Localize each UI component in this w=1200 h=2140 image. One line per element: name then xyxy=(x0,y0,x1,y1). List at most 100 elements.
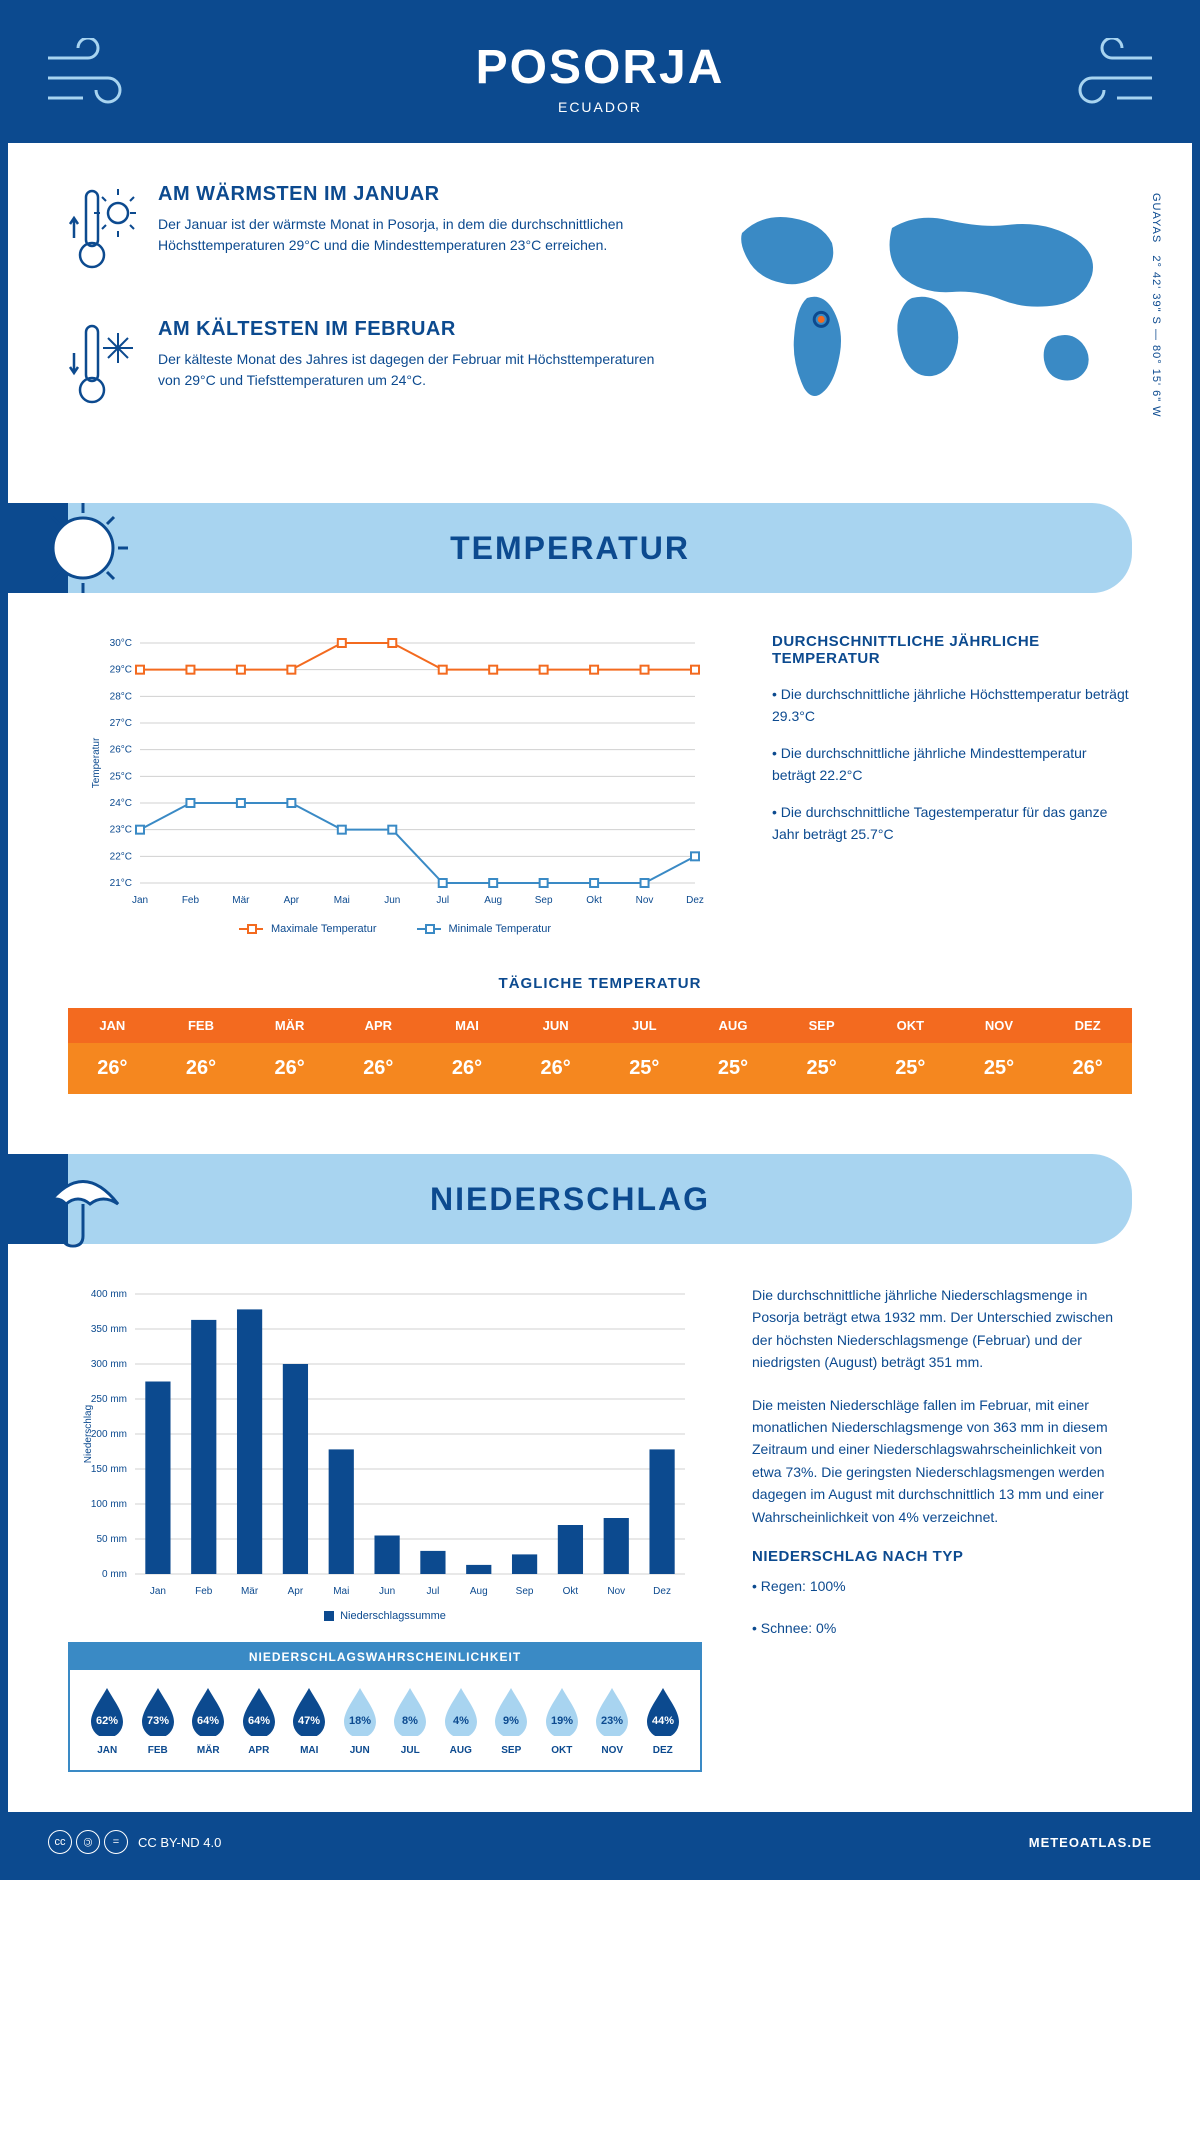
license-info: cc🄯= CC BY-ND 4.0 xyxy=(48,1830,221,1854)
svg-text:30°C: 30°C xyxy=(110,638,132,649)
svg-text:Jul: Jul xyxy=(427,1586,440,1597)
svg-text:Jan: Jan xyxy=(132,895,148,906)
header: POSORJA ECUADOR xyxy=(8,8,1192,143)
daily-month-header: NOV xyxy=(955,1008,1044,1043)
temp-bullet: • Die durchschnittliche jährliche Mindes… xyxy=(772,742,1132,787)
svg-text:Temperatur: Temperatur xyxy=(91,737,102,788)
svg-text:50 mm: 50 mm xyxy=(96,1534,127,1545)
precip-paragraph-2: Die meisten Niederschläge fallen im Febr… xyxy=(752,1394,1132,1528)
temperature-title: TEMPERATUR xyxy=(188,530,1132,567)
legend-item: .swatch[style*='#f36a1f']::after{border-… xyxy=(239,923,377,935)
svg-text:47%: 47% xyxy=(298,1715,320,1727)
wind-icon-right xyxy=(1062,38,1162,118)
svg-text:4%: 4% xyxy=(453,1715,469,1727)
daily-temp-value: 26° xyxy=(68,1043,157,1094)
svg-text:62%: 62% xyxy=(96,1715,118,1727)
svg-text:Apr: Apr xyxy=(288,1586,304,1597)
svg-text:Dez: Dez xyxy=(653,1586,671,1597)
svg-text:Okt: Okt xyxy=(563,1586,579,1597)
svg-text:21°C: 21°C xyxy=(110,878,132,889)
legend-item: .swatch[style*='#3a8ac5']::after{border-… xyxy=(417,923,552,935)
daily-temperature-table: TÄGLICHE TEMPERATUR JANFEBMÄRAPRMAIJUNJU… xyxy=(8,975,1192,1134)
temp-bullet: • Die durchschnittliche Tagestemperatur … xyxy=(772,801,1132,846)
precipitation-title: NIEDERSCHLAG xyxy=(188,1181,1132,1218)
svg-text:Niederschlag: Niederschlag xyxy=(83,1405,94,1463)
svg-text:Jul: Jul xyxy=(436,895,449,906)
svg-text:8%: 8% xyxy=(402,1715,418,1727)
country-label: ECUADOR xyxy=(28,99,1172,115)
svg-text:Dez: Dez xyxy=(686,895,704,906)
probability-drop: 4% AUG xyxy=(438,1684,485,1756)
svg-text:Sep: Sep xyxy=(516,1586,534,1597)
temperature-info: DURCHSCHNITTLICHE JÄHRLICHE TEMPERATUR •… xyxy=(772,633,1132,935)
svg-text:Feb: Feb xyxy=(182,895,200,906)
sun-icon xyxy=(28,493,138,603)
daily-month-header: JAN xyxy=(68,1008,157,1043)
probability-drop: 47% MAI xyxy=(286,1684,333,1756)
svg-text:Nov: Nov xyxy=(607,1586,625,1597)
temperature-chart: 21°C 22°C 23°C 24°C 25°C 26°C 27°C 28°C 29°C 30°C… xyxy=(68,633,722,935)
probability-drop: 73% FEB xyxy=(135,1684,182,1756)
svg-text:Mär: Mär xyxy=(232,895,250,906)
coldest-text: Der kälteste Monat des Jahres ist dagege… xyxy=(158,349,672,391)
svg-text:27°C: 27°C xyxy=(110,718,132,729)
probability-drop: 9% SEP xyxy=(488,1684,535,1756)
svg-text:64%: 64% xyxy=(197,1715,219,1727)
svg-text:23°C: 23°C xyxy=(110,825,132,836)
svg-text:29°C: 29°C xyxy=(110,665,132,676)
svg-text:Feb: Feb xyxy=(195,1586,213,1597)
probability-drop: 62% JAN xyxy=(84,1684,131,1756)
svg-text:150 mm: 150 mm xyxy=(91,1464,127,1475)
svg-text:25°C: 25°C xyxy=(110,771,132,782)
daily-temp-value: 26° xyxy=(511,1043,600,1094)
daily-temp-value: 25° xyxy=(689,1043,778,1094)
probability-drop: 8% JUL xyxy=(387,1684,434,1756)
world-map-container: GUAYAS 2° 42' 39" S — 80° 15' 6" W xyxy=(712,183,1132,453)
svg-text:Aug: Aug xyxy=(470,1586,488,1597)
umbrella-icon xyxy=(28,1144,138,1254)
svg-text:250 mm: 250 mm xyxy=(91,1394,127,1405)
daily-month-header: MÄR xyxy=(245,1008,334,1043)
svg-text:22°C: 22°C xyxy=(110,851,132,862)
footer: cc🄯= CC BY-ND 4.0 METEOATLAS.DE xyxy=(8,1812,1192,1872)
coordinates-label: GUAYAS 2° 42' 39" S — 80° 15' 6" W xyxy=(1150,193,1162,418)
precipitation-section-header: NIEDERSCHLAG xyxy=(8,1154,1132,1244)
temp-info-heading: DURCHSCHNITTLICHE JÄHRLICHE TEMPERATUR xyxy=(772,633,1132,667)
cc-icons: cc🄯= xyxy=(48,1830,128,1854)
svg-text:19%: 19% xyxy=(551,1715,573,1727)
precipitation-probability: NIEDERSCHLAGSWAHRSCHEINLICHKEIT 62% JAN … xyxy=(68,1642,702,1772)
precip-bullet: • Schnee: 0% xyxy=(752,1617,1132,1639)
daily-temp-value: 25° xyxy=(866,1043,955,1094)
svg-text:24°C: 24°C xyxy=(110,798,132,809)
precip-legend: Niederschlagssumme xyxy=(68,1610,702,1622)
daily-temp-value: 25° xyxy=(777,1043,866,1094)
warmest-heading: AM WÄRMSTEN IM JANUAR xyxy=(158,183,672,206)
temperature-section-header: TEMPERATUR xyxy=(8,503,1132,593)
probability-drop: 64% MÄR xyxy=(185,1684,232,1756)
daily-temp-value: 25° xyxy=(600,1043,689,1094)
daily-month-header: OKT xyxy=(866,1008,955,1043)
precipitation-text: Die durchschnittliche jährliche Niedersc… xyxy=(752,1284,1132,1772)
svg-text:73%: 73% xyxy=(147,1715,169,1727)
precip-paragraph-1: Die durchschnittliche jährliche Niedersc… xyxy=(752,1284,1132,1374)
daily-temp-value: 26° xyxy=(245,1043,334,1094)
temp-bullet: • Die durchschnittliche jährliche Höchst… xyxy=(772,683,1132,728)
svg-text:26°C: 26°C xyxy=(110,745,132,756)
warmest-block: AM WÄRMSTEN IM JANUAR Der Januar ist der… xyxy=(68,183,672,288)
svg-text:44%: 44% xyxy=(652,1715,674,1727)
world-map xyxy=(712,183,1132,403)
svg-text:300 mm: 300 mm xyxy=(91,1359,127,1370)
svg-text:Apr: Apr xyxy=(284,895,300,906)
svg-text:Aug: Aug xyxy=(484,895,502,906)
precip-type-heading: NIEDERSCHLAG NACH TYP xyxy=(752,1548,1132,1565)
thermometer-cold-icon xyxy=(68,318,138,423)
svg-text:64%: 64% xyxy=(248,1715,270,1727)
svg-text:350 mm: 350 mm xyxy=(91,1324,127,1335)
svg-text:Jan: Jan xyxy=(150,1586,166,1597)
svg-text:Mär: Mär xyxy=(241,1586,259,1597)
svg-text:28°C: 28°C xyxy=(110,691,132,702)
svg-text:Okt: Okt xyxy=(586,895,602,906)
svg-text:100 mm: 100 mm xyxy=(91,1499,127,1510)
svg-text:0 mm: 0 mm xyxy=(102,1569,127,1580)
daily-temp-value: 26° xyxy=(334,1043,423,1094)
